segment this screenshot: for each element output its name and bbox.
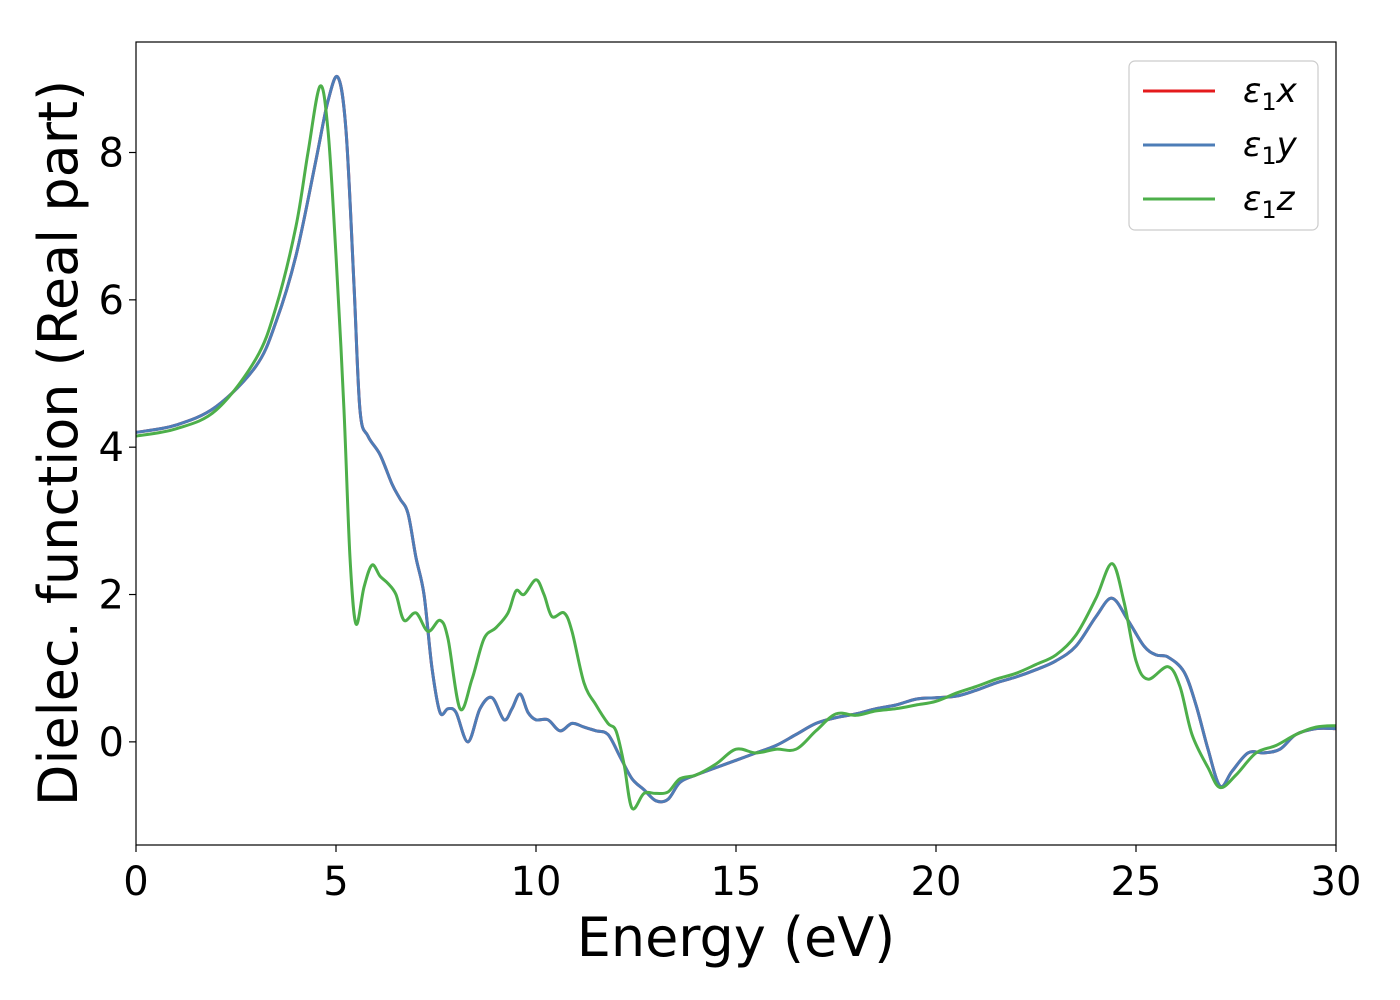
legend-label-suffix: y	[1276, 125, 1298, 165]
y-tick-label: 6	[99, 278, 124, 324]
y-axis-title: Dielec. function (Real part)	[27, 80, 90, 806]
x-tick-label: 25	[1111, 859, 1162, 905]
x-tick-label: 10	[511, 859, 562, 905]
x-axis: 0 5 10 15 20 25 30	[123, 845, 1361, 905]
legend-label-base: ε	[1243, 179, 1261, 219]
legend-label-suffix: x	[1276, 71, 1298, 111]
legend-label-suffix: z	[1276, 179, 1296, 219]
y-tick-label: 4	[99, 425, 124, 471]
legend-label-subscript: 1	[1261, 196, 1276, 224]
x-tick-label: 5	[323, 859, 348, 905]
series-lines	[136, 74, 1336, 811]
y-tick-label: 2	[99, 573, 124, 619]
x-axis-title: Energy (eV)	[577, 906, 896, 969]
legend-label-z: ε1z	[1243, 179, 1296, 224]
series-line-y	[136, 74, 1336, 804]
legend-label-subscript: 1	[1261, 142, 1276, 170]
y-tick-label: 0	[99, 720, 124, 766]
x-tick-label: 20	[911, 859, 962, 905]
legend-box	[1128, 60, 1319, 231]
legend-label-y: ε1y	[1243, 125, 1298, 170]
series-line-z	[136, 84, 1336, 811]
y-tick-label: 8	[99, 131, 124, 177]
x-tick-label: 30	[1311, 859, 1362, 905]
x-tick-label: 0	[123, 859, 148, 905]
x-tick-label: 15	[711, 859, 762, 905]
legend-label-subscript: 1	[1261, 88, 1276, 116]
legend-label-base: ε	[1243, 125, 1261, 165]
legend-label-x: ε1x	[1243, 71, 1298, 116]
legend-label-base: ε	[1243, 71, 1261, 111]
y-axis: 0 2 4 6 8	[99, 131, 136, 766]
